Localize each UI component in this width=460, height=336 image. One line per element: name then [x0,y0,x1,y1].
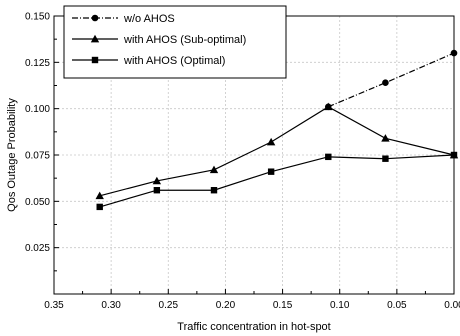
series-line [99,154,455,208]
data-point [381,134,390,142]
y-tick-label: 0.075 [25,151,50,162]
x-tick-label: 0.15 [273,300,293,311]
data-point [324,102,333,111]
x-axis-title: Traffic concentration in hot-spot [177,321,330,333]
legend-box [63,5,287,79]
x-tick-label: 0.00 [444,300,460,311]
plot-series [95,49,459,211]
legend-marker [91,14,99,22]
data-point [153,187,161,194]
data-point [95,191,104,200]
series-circle [324,49,458,111]
data-point [382,79,389,87]
x-tick-label: 0.25 [159,300,179,311]
x-tick-label: 0.20 [216,300,236,311]
legend-marker [91,56,99,64]
y-tick-label: 0.125 [25,58,50,69]
data-point [382,155,389,162]
y-tick-label: 0.100 [25,104,50,115]
x-tick-label: 0.35 [44,300,64,311]
legend-label: w/o AHOS [123,13,175,25]
x-axis: 0.35 0.30 0.25 0.20 0.15 0.10 0.05 0.00 [44,289,460,311]
y-tick-label: 0.050 [25,197,50,208]
x-tick-label: 0.05 [387,300,407,311]
data-point [267,168,275,175]
data-point [266,137,276,146]
data-point [152,176,162,185]
data-point [209,165,219,174]
x-tick-label: 0.10 [330,300,350,311]
y-tick-label: 0.150 [25,12,50,23]
grid-lines [54,16,454,294]
x-tick-label: 0.30 [101,300,121,311]
y-axis-title: Qos Outage Probability [6,98,18,212]
legend-label: with AHOS (Optimal) [123,55,225,67]
legend-label: with AHOS (Sub-optimal) [123,34,246,46]
y-axis: 0.025 0.050 0.075 0.100 0.125 0.150 [25,12,59,272]
y-tick-label: 0.025 [25,243,50,254]
series-line [328,52,455,108]
series-line [99,106,455,197]
series-triangle [95,102,459,200]
data-point [325,153,332,161]
data-point [210,187,218,194]
legend-marker [90,34,100,43]
data-point [96,203,103,211]
legend: w/o AHOS with AHOS (Sub-optimal) with AHOS… [63,5,287,79]
